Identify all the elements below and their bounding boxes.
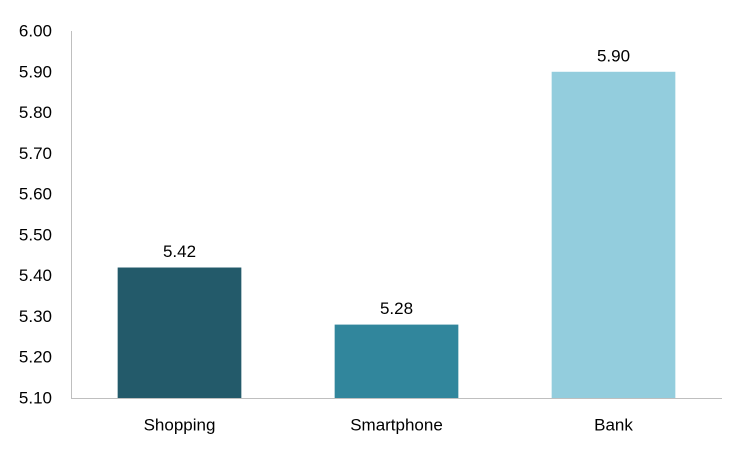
- y-tick-label: 5.80: [19, 103, 52, 122]
- data-label-shopping: 5.42: [163, 242, 196, 261]
- data-labels: 5.42 5.28 5.90: [163, 46, 630, 318]
- y-tick-label: 5.40: [19, 266, 52, 285]
- bar-smartphone: [334, 324, 459, 398]
- x-axis-labels: Shopping Smartphone Bank: [144, 416, 634, 435]
- x-tick-label-shopping: Shopping: [144, 416, 216, 435]
- data-label-bank: 5.90: [597, 46, 630, 65]
- bar-bank: [551, 71, 676, 399]
- y-tick-label: 5.20: [19, 348, 52, 367]
- bar-shopping: [117, 267, 242, 398]
- y-axis-ticks: 5.10 5.20 5.30 5.40 5.50 5.60 5.70 5.80 5.90 6.00: [19, 22, 52, 408]
- y-tick-label: 5.30: [19, 307, 52, 326]
- x-tick-label-smartphone: Smartphone: [350, 416, 443, 435]
- data-label-smartphone: 5.28: [380, 299, 413, 318]
- x-tick-label-bank: Bank: [594, 416, 633, 435]
- y-tick-label: 5.70: [19, 144, 52, 163]
- y-tick-label: 5.10: [19, 389, 52, 408]
- y-tick-label: 5.50: [19, 225, 52, 244]
- y-tick-label: 6.00: [19, 22, 52, 41]
- y-tick-label: 5.90: [19, 62, 52, 81]
- bars: [117, 71, 676, 399]
- y-tick-label: 5.60: [19, 185, 52, 204]
